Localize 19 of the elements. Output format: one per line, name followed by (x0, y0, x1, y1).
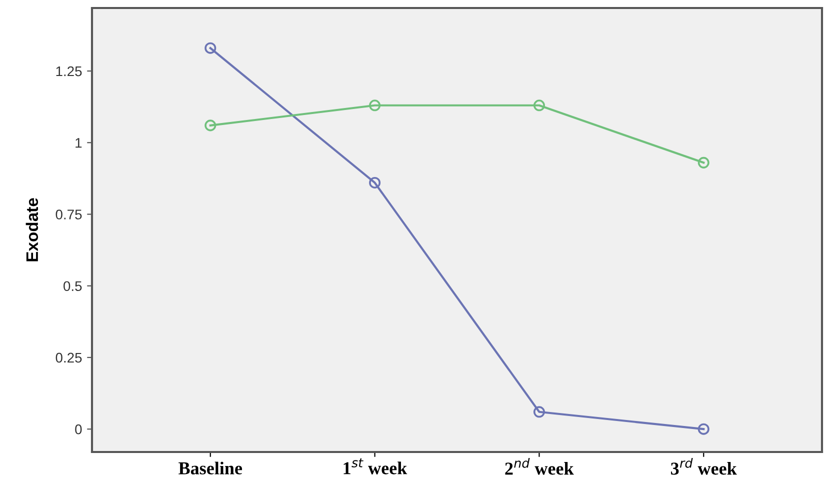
point (533, 100, 545, 112)
point (698, 156, 710, 168)
y-axis-title: Exodate (26, 198, 38, 262)
y-tick-label: 0 (75, 424, 82, 434)
x-tick-label: Baseline (178, 462, 242, 474)
point (204, 120, 216, 132)
point (369, 176, 381, 188)
point (204, 42, 216, 54)
x-tick-label: 2$^{nd}$ week (505, 458, 574, 475)
x-tick-label: 1$^{st}$ week (344, 458, 408, 474)
point (369, 100, 381, 112)
y-tick-label: 0.25 (56, 352, 82, 363)
point (698, 423, 710, 435)
x-tick-label: 3$^{rd}$ week (670, 458, 737, 475)
point (533, 406, 545, 418)
y-tick-label: 1.25 (56, 66, 82, 76)
y-tick-label: 1 (76, 138, 82, 148)
y-tick-label: 0.5 (64, 281, 82, 292)
y-tick-label: 0.75 (56, 210, 82, 220)
